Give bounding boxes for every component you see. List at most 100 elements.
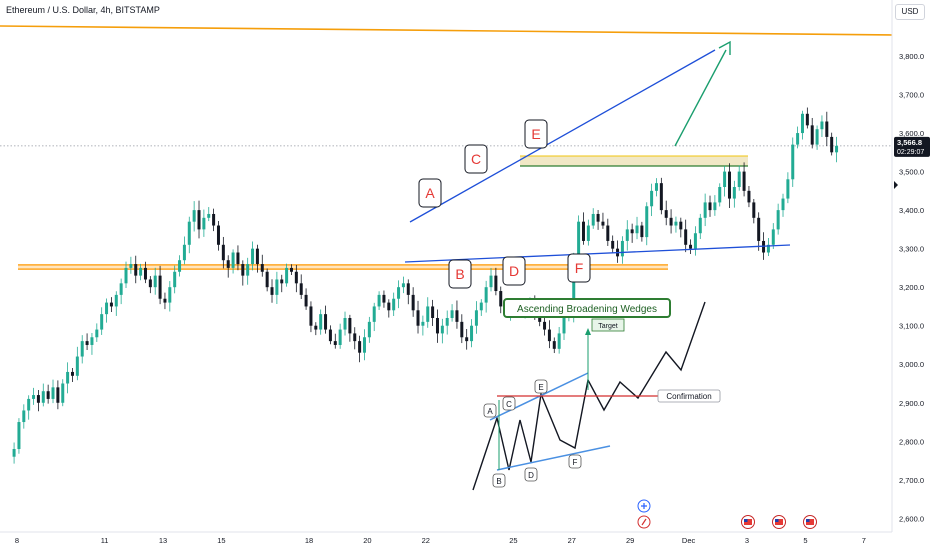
- projection-arrow-head-icon: [718, 40, 731, 55]
- candle-body: [304, 294, 308, 307]
- candle-body: [168, 287, 172, 303]
- wave-label: C: [471, 151, 481, 167]
- candle-body: [465, 337, 469, 342]
- candle-body: [426, 306, 430, 322]
- currency-button[interactable]: USD: [895, 4, 925, 20]
- wave-label: B: [455, 266, 464, 282]
- price-axis-panel: [892, 0, 932, 550]
- inset-point-box: [502, 396, 516, 411]
- candle-body: [474, 310, 478, 326]
- candle-body: [703, 202, 707, 218]
- resistance-line: [0, 25, 893, 36]
- candle-body: [431, 306, 435, 319]
- candle-body: [596, 213, 600, 222]
- time-axis-panel: [0, 532, 892, 550]
- candle-body: [285, 267, 289, 284]
- inset-point-box: [568, 454, 582, 469]
- inset-point-label: D: [528, 471, 534, 480]
- candle-body: [810, 125, 814, 145]
- wave-label-box: [448, 259, 472, 289]
- candle-body: [343, 318, 347, 330]
- y-tick-label: 3,300.0: [899, 245, 924, 254]
- candle-body: [645, 206, 649, 238]
- candle-body: [280, 279, 284, 284]
- candle-body: [221, 244, 225, 261]
- candle-body: [625, 229, 629, 241]
- candle-body: [197, 210, 201, 230]
- candle-body: [294, 271, 298, 284]
- candle-body: [255, 248, 259, 265]
- candle-body: [289, 267, 293, 272]
- candle-body: [324, 314, 328, 330]
- candle-body: [392, 298, 396, 311]
- us-flag-icon: [775, 519, 783, 525]
- candle-body: [689, 244, 693, 249]
- us-flag-canton-icon: [806, 519, 810, 522]
- candle-body: [635, 225, 639, 234]
- candle-body: [299, 283, 303, 295]
- us-flag-icon: [744, 519, 752, 525]
- candle-body: [387, 302, 391, 311]
- target-label: Target: [598, 323, 618, 330]
- candle-body: [470, 325, 474, 342]
- confirmation-label-box: [657, 389, 721, 403]
- wedge-upper-line: [409, 49, 716, 223]
- x-tick-label: 8: [15, 536, 19, 545]
- candle-body: [479, 302, 483, 311]
- candle-body: [139, 267, 143, 276]
- candle-body: [786, 179, 790, 199]
- candle-body: [606, 225, 610, 241]
- candle-body: [669, 217, 673, 226]
- last-price-tag: [894, 136, 930, 157]
- candle-body: [163, 298, 167, 303]
- us-flag-canton-icon: [775, 519, 779, 522]
- candle-body: [401, 283, 405, 288]
- candle-body: [684, 229, 688, 245]
- candle-body: [557, 333, 561, 349]
- candle-body: [192, 210, 196, 222]
- inset-point-box: [483, 403, 497, 418]
- candle-body: [718, 187, 722, 203]
- candle-body: [372, 306, 376, 322]
- candle-body: [207, 213, 211, 218]
- inset-point-label: A: [487, 407, 493, 416]
- candle-body: [173, 271, 177, 288]
- candle-body: [640, 225, 644, 238]
- candle-body: [572, 256, 576, 315]
- y-tick-label: 3,100.0: [899, 322, 924, 331]
- candle-body: [85, 341, 89, 345]
- candle-body: [66, 371, 70, 384]
- wave-label: D: [509, 263, 519, 279]
- inset-point-box: [524, 467, 538, 482]
- y-tick-label: 2,800.0: [899, 437, 924, 446]
- candle-body: [231, 252, 235, 268]
- candle-body: [246, 264, 250, 276]
- candle-body: [80, 341, 84, 357]
- candle-body: [328, 329, 332, 342]
- us-flag-canton-icon: [744, 519, 748, 522]
- candle-body: [815, 129, 819, 145]
- x-tick-label: 25: [509, 536, 517, 545]
- candle-body: [358, 341, 362, 353]
- inset-title-box: [503, 298, 671, 318]
- inset-point-label: F: [573, 458, 578, 467]
- candle-body: [377, 294, 381, 307]
- candle-body: [382, 294, 386, 303]
- inset-price-path: [472, 301, 706, 491]
- candle-body: [494, 275, 498, 292]
- candle-body: [664, 210, 668, 218]
- wave-label-box: [567, 253, 591, 283]
- candle-body: [51, 387, 55, 399]
- x-tick-label: 7: [862, 536, 866, 545]
- y-tick-label: 3,700.0: [899, 91, 924, 100]
- candle-body: [435, 318, 439, 334]
- support-band-fill: [18, 265, 668, 269]
- wave-label: A: [425, 185, 435, 201]
- wave-label-box: [524, 119, 548, 149]
- candle-body: [75, 356, 79, 376]
- candle-body: [581, 221, 585, 241]
- candle-body: [109, 302, 113, 307]
- bar-countdown: 02:29:07: [897, 149, 924, 156]
- plus-icon: [641, 503, 647, 509]
